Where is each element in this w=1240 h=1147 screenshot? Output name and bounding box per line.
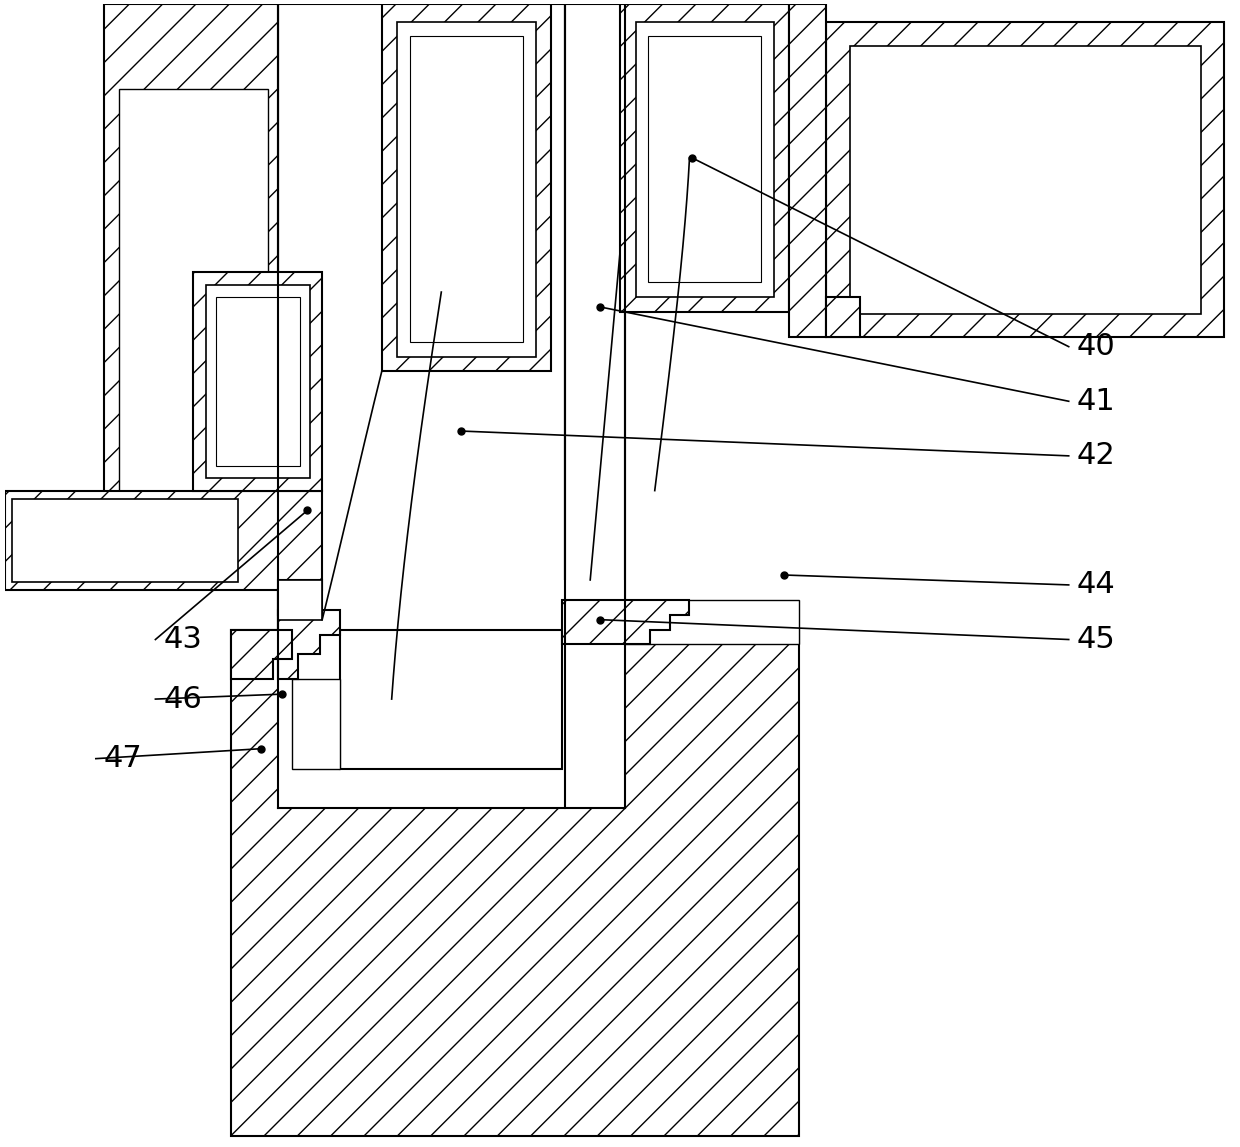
Polygon shape [278, 610, 340, 679]
Bar [827, 297, 861, 337]
Polygon shape [231, 630, 293, 679]
Bar [231, 630, 799, 1136]
Text: 46: 46 [164, 685, 202, 713]
Text: 44: 44 [1076, 570, 1116, 600]
Bar [789, 5, 827, 337]
Text: 43: 43 [164, 625, 202, 654]
Bar [636, 22, 774, 297]
Bar [119, 88, 268, 565]
Text: 42: 42 [1076, 442, 1116, 470]
Text: 40: 40 [1076, 333, 1116, 361]
Text: 41: 41 [1076, 387, 1116, 415]
Bar [5, 491, 322, 590]
Bar [206, 286, 310, 477]
Bar [278, 580, 565, 809]
Text: 47: 47 [104, 744, 143, 773]
Bar [409, 36, 523, 342]
Bar [851, 46, 1200, 314]
Bar [278, 580, 322, 615]
Bar [563, 600, 799, 645]
Bar [278, 5, 565, 809]
Bar [382, 5, 551, 372]
Bar [565, 5, 625, 809]
Bar [340, 630, 563, 768]
Bar [620, 5, 789, 312]
Bar [12, 499, 238, 582]
Bar [293, 679, 340, 768]
Bar [278, 580, 322, 619]
Polygon shape [563, 600, 689, 645]
Bar [827, 22, 1224, 337]
Bar [216, 297, 300, 466]
Text: 45: 45 [1076, 625, 1116, 654]
Bar [104, 5, 278, 580]
Bar [647, 36, 761, 282]
Bar [565, 580, 625, 809]
Bar [193, 272, 322, 491]
Bar [397, 22, 536, 357]
